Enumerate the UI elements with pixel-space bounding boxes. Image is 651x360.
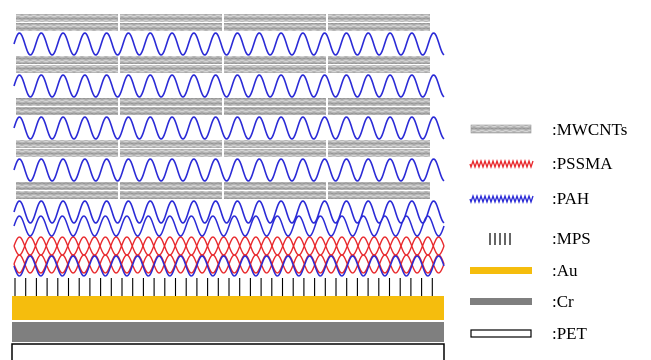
mwcnt-tile bbox=[328, 107, 430, 115]
mwcnt-tile bbox=[16, 191, 118, 199]
pah-wave bbox=[13, 215, 445, 237]
pet-layer bbox=[11, 343, 445, 360]
mwcnt-tile bbox=[224, 98, 326, 106]
mwcnt-tile bbox=[120, 182, 222, 190]
legend-label-pet: :PET bbox=[552, 324, 588, 343]
legend-item-au: :Au bbox=[470, 261, 578, 280]
pah-wave bbox=[13, 116, 445, 140]
mwcnt-tile bbox=[224, 56, 326, 64]
mwcnt-tile bbox=[224, 23, 326, 31]
mwcnt-swatch bbox=[470, 124, 532, 134]
mwcnt-tile bbox=[224, 182, 326, 190]
mwcnt-tile bbox=[224, 149, 326, 157]
mwcnt-tile bbox=[120, 14, 222, 22]
mwcnt-tile bbox=[120, 56, 222, 64]
legend-label-au: :Au bbox=[552, 261, 578, 280]
pet-swatch bbox=[470, 329, 532, 338]
mwcnt-tile bbox=[328, 23, 430, 31]
pah-wave bbox=[13, 32, 445, 56]
mwcnt-tile bbox=[328, 191, 430, 199]
legend-label-mps: :MPS bbox=[552, 229, 591, 248]
mwcnt-tile bbox=[16, 98, 118, 106]
cr-swatch bbox=[470, 298, 532, 305]
legend-item-pssma: :PSSMA bbox=[469, 154, 613, 173]
au-layer bbox=[12, 296, 444, 320]
mwcnt-tile bbox=[120, 107, 222, 115]
legend-label-cr: :Cr bbox=[552, 292, 574, 311]
legend-item-cr: :Cr bbox=[470, 292, 574, 311]
primer-bilayer bbox=[13, 215, 445, 277]
legend-label-pssma: :PSSMA bbox=[552, 154, 613, 173]
pah-wave bbox=[13, 255, 445, 277]
mps-swatch bbox=[489, 233, 511, 245]
mwcnt-pah-stack bbox=[13, 14, 445, 224]
mwcnt-tile bbox=[224, 14, 326, 22]
mwcnt-tile bbox=[224, 65, 326, 73]
legend-label-mwcnt: :MWCNTs bbox=[552, 120, 627, 139]
legend-item-pah: :PAH bbox=[469, 189, 589, 208]
au-swatch bbox=[470, 267, 532, 274]
mwcnt-tile bbox=[120, 98, 222, 106]
mwcnt-tile bbox=[16, 23, 118, 31]
mwcnt-tile bbox=[120, 65, 222, 73]
mwcnt-tile bbox=[224, 107, 326, 115]
mwcnt-tile bbox=[16, 140, 118, 148]
legend-item-mps: :MPS bbox=[489, 229, 591, 248]
mwcnt-tile bbox=[16, 56, 118, 64]
mwcnt-tile bbox=[328, 56, 430, 64]
pah-wave bbox=[13, 158, 445, 182]
mwcnt-tile bbox=[120, 149, 222, 157]
mps-layer bbox=[14, 278, 433, 296]
mwcnt-tile bbox=[16, 149, 118, 157]
pah-wave bbox=[13, 74, 445, 98]
pssma-swatch bbox=[469, 158, 534, 170]
mwcnt-tile bbox=[328, 149, 430, 157]
mwcnt-tile bbox=[328, 140, 430, 148]
mwcnt-tile bbox=[328, 14, 430, 22]
mwcnt-tile bbox=[328, 65, 430, 73]
pah-wave bbox=[13, 200, 445, 224]
pah-swatch bbox=[469, 193, 534, 205]
mwcnt-tile bbox=[120, 140, 222, 148]
pssma-wave bbox=[13, 236, 445, 256]
mwcnt-tile bbox=[328, 182, 430, 190]
legend-label-pah: :PAH bbox=[552, 189, 589, 208]
mwcnt-tile bbox=[16, 107, 118, 115]
mwcnt-tile bbox=[224, 191, 326, 199]
mwcnt-tile bbox=[16, 14, 118, 22]
mwcnt-tile bbox=[16, 182, 118, 190]
legend-item-mwcnt: :MWCNTs bbox=[470, 120, 627, 139]
mwcnt-tile bbox=[328, 98, 430, 106]
cr-layer bbox=[12, 322, 444, 342]
legend-item-pet: :PET bbox=[470, 324, 588, 343]
mwcnt-tile bbox=[120, 23, 222, 31]
mwcnt-tile bbox=[224, 140, 326, 148]
legend: :MWCNTs :PSSMA :PAH :MPS :Au :Cr bbox=[469, 120, 627, 343]
mwcnt-tile bbox=[16, 65, 118, 73]
mwcnt-tile bbox=[120, 191, 222, 199]
